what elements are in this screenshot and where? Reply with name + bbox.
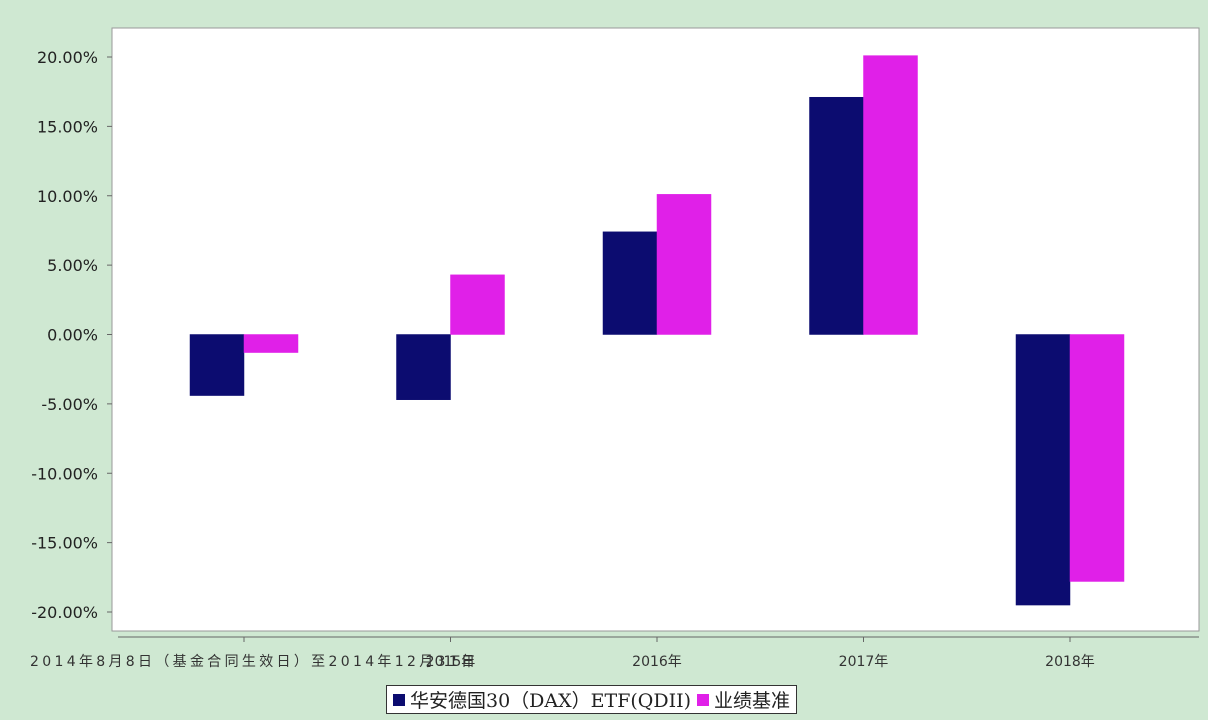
y-tick-label: 20.00% xyxy=(37,48,98,67)
bar-fund xyxy=(602,231,658,335)
y-tick-label: -20.00% xyxy=(31,603,98,622)
y-tick-label: 15.00% xyxy=(37,117,98,136)
y-tick-label: -15.00% xyxy=(31,534,98,553)
x-tick-label: 2017年 xyxy=(839,654,889,670)
x-tick-label: 2016年 xyxy=(632,654,682,670)
bar-fund xyxy=(396,334,451,400)
legend-label-fund: 华安德国30（DAX）ETF(QDII) xyxy=(410,690,692,712)
legend-item-benchmark: 业绩基准 xyxy=(697,686,790,713)
y-tick-label: -5.00% xyxy=(41,395,98,414)
y-tick-label: -10.00% xyxy=(31,464,98,483)
bar-fund xyxy=(189,334,245,396)
bar-benchmark xyxy=(450,274,505,335)
legend-label-benchmark: 业绩基准 xyxy=(714,690,791,712)
bar-fund xyxy=(809,96,864,335)
legend-swatch-fund xyxy=(393,693,405,706)
legend-item-fund: 华安德国30（DAX）ETF(QDII) xyxy=(393,686,691,713)
y-tick-label: 10.00% xyxy=(37,187,98,206)
y-tick-label: 0.00% xyxy=(47,326,98,345)
bar-benchmark xyxy=(1069,334,1125,582)
x-tick-label: 2018年 xyxy=(1045,654,1095,670)
bar-benchmark xyxy=(243,334,299,353)
legend-swatch-benchmark xyxy=(697,693,710,706)
bar-fund xyxy=(1015,334,1071,606)
chart-legend: 华安德国30（DAX）ETF(QDII) 业绩基准 xyxy=(386,685,798,714)
bar-benchmark xyxy=(863,55,918,335)
y-tick-label: 5.00% xyxy=(47,256,98,275)
bar-benchmark xyxy=(656,194,712,335)
x-tick-label: 2014年8月8日（基金合同生效日）至2014年12月31日 xyxy=(30,653,475,670)
x-tick-label: 2015年 xyxy=(426,654,476,670)
